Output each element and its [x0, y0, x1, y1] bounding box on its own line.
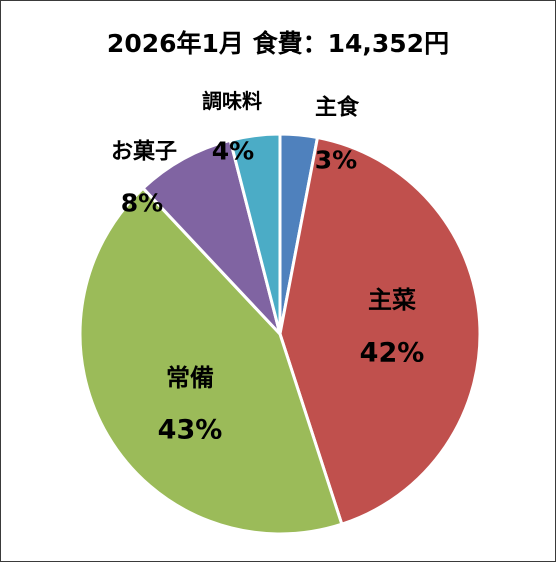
slice-label: 調味料 [202, 89, 262, 113]
pie-slice [78, 186, 344, 536]
pie-slice [141, 138, 282, 336]
slice-label: 主食 [315, 95, 360, 121]
pie-slice [278, 136, 482, 526]
slice-label: お菓子 [111, 139, 177, 165]
slice-percent-label: 4% [212, 137, 254, 166]
chart-title: 2026年1月 食費：14,352円 [106, 29, 450, 58]
slice-percent-label: 42% [360, 338, 425, 369]
slice-percent-label: 3% [315, 146, 357, 175]
pie-slice [228, 132, 282, 336]
slice-percent-label: 8% [121, 189, 163, 218]
slice-label: 主菜 [368, 286, 416, 314]
slice-label: 常備 [166, 364, 214, 392]
slice-percent-label: 43% [158, 415, 223, 446]
